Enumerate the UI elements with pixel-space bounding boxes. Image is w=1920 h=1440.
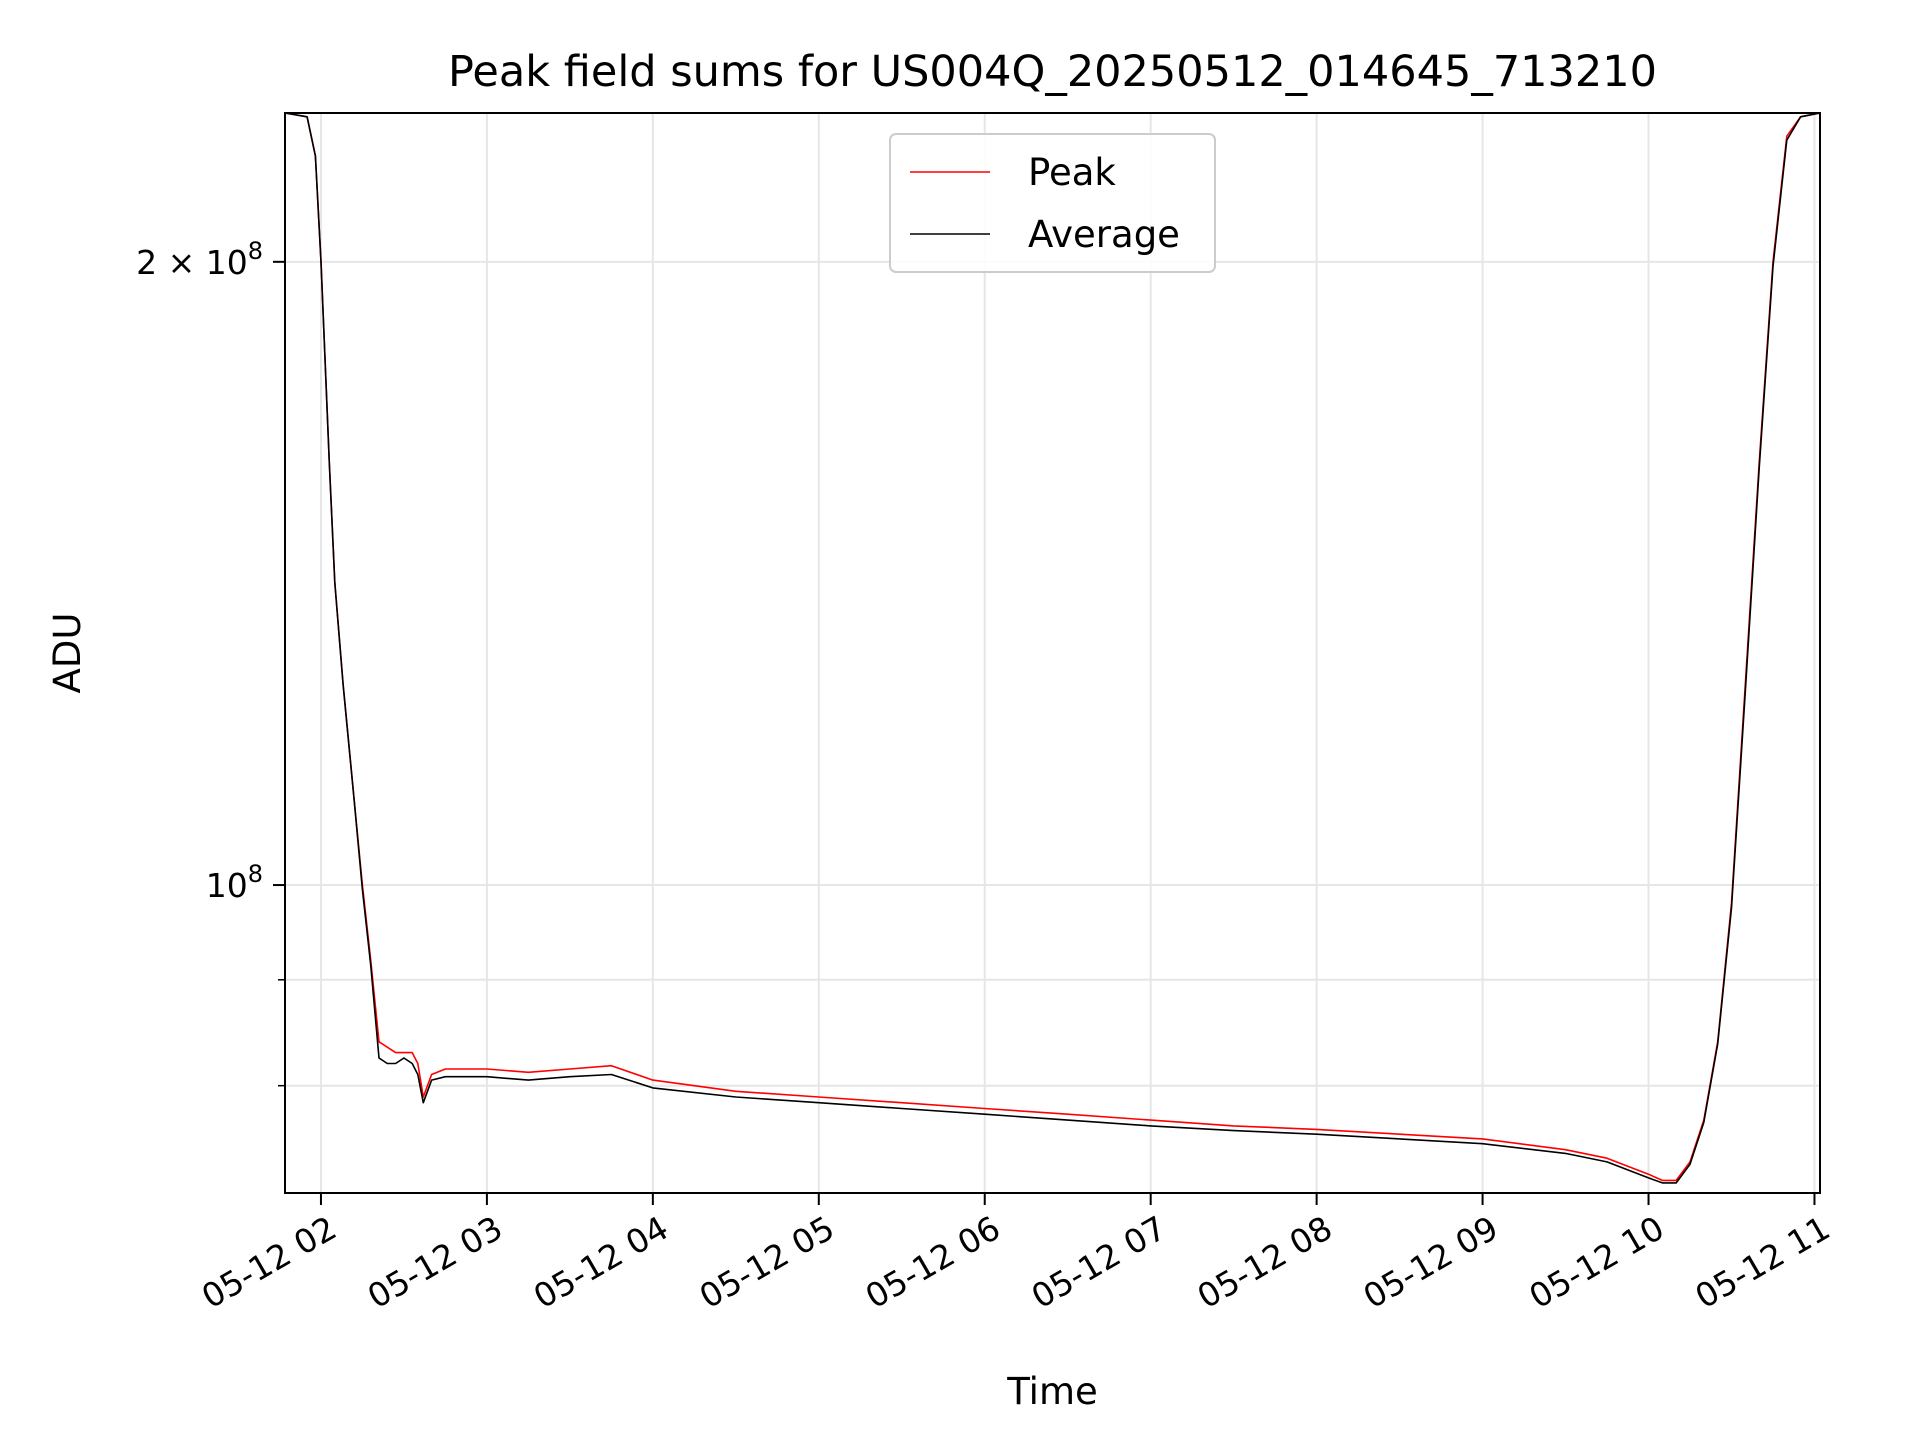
x-tick-label: 05-12 03 — [361, 1208, 509, 1316]
plot-frame — [284, 112, 1821, 1194]
chart-title: Peak field sums for US004Q_20250512_0146… — [448, 47, 1657, 97]
x-tick-label: 05-12 06 — [859, 1208, 1007, 1316]
x-tick-label: 05-12 05 — [693, 1208, 841, 1316]
legend-box — [889, 133, 1216, 273]
x-tick-label: 05-12 04 — [527, 1208, 675, 1316]
x-tick-label: 05-12 08 — [1191, 1208, 1339, 1316]
x-axis-label: Time — [1006, 1370, 1098, 1413]
y-tick-label: 108 — [206, 860, 263, 905]
tick-layer: 05-12 02 05-12 03 05-12 04 05-12 05 05-12 06… — [136, 237, 1836, 1316]
x-tick-label: 05-12 09 — [1357, 1208, 1505, 1316]
legend: Peak Average — [889, 133, 1216, 273]
x-tick-label: 05-12 02 — [195, 1208, 343, 1316]
series-layer — [284, 112, 1821, 1184]
legend-label: Peak — [1028, 151, 1116, 194]
grid-layer — [285, 113, 1820, 1193]
legend-label: Average — [1028, 213, 1180, 256]
y-tick-label: 2 × 108 — [136, 237, 263, 282]
x-tick-label: 05-12 10 — [1523, 1208, 1671, 1316]
series-line-peak — [284, 112, 1821, 1182]
series-line-average — [284, 112, 1821, 1184]
y-axis-label: ADU — [46, 613, 89, 694]
x-tick-label: 05-12 07 — [1025, 1208, 1173, 1316]
x-tick-label: 05-12 11 — [1688, 1208, 1836, 1316]
